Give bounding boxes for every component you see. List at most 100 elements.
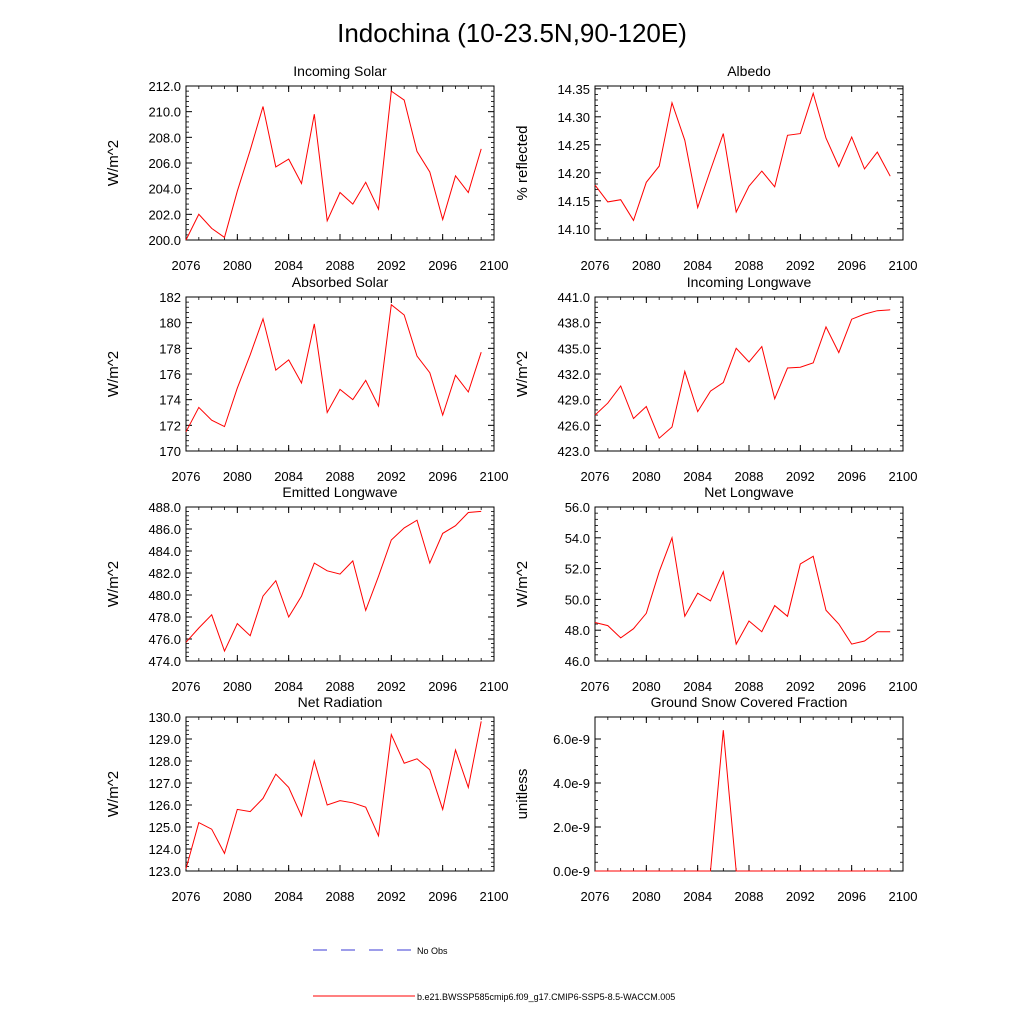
panel-8: 2076 2080 2084 2088 2092 2096 2100 0.0e-9 2.0e-9… bbox=[514, 694, 917, 904]
x-tick-label: 2080 bbox=[223, 889, 252, 904]
y-tick-label: 438.0 bbox=[557, 316, 590, 331]
series-line bbox=[185, 721, 482, 869]
x-tick-label: 2076 bbox=[581, 889, 610, 904]
y-tick-label: 52.0 bbox=[565, 562, 590, 577]
y-tick-label: 478.0 bbox=[148, 610, 181, 625]
y-tick-label: 54.0 bbox=[565, 531, 590, 546]
y-tick-label: 206.0 bbox=[148, 156, 181, 171]
x-tick-label: 2096 bbox=[837, 889, 866, 904]
plot-frame bbox=[185, 85, 495, 241]
plot-frame bbox=[185, 296, 495, 452]
x-tick-label: 2096 bbox=[428, 679, 457, 694]
y-tick-label: 200.0 bbox=[148, 233, 181, 248]
y-tick-label: 432.0 bbox=[557, 367, 590, 382]
x-tick-label: 2080 bbox=[223, 258, 252, 273]
y-tick-label: 126.0 bbox=[148, 798, 181, 813]
x-tick-label: 2076 bbox=[172, 258, 201, 273]
x-tick-label: 2084 bbox=[274, 679, 303, 694]
y-tick-label: 210.0 bbox=[148, 105, 181, 120]
plot-frame bbox=[185, 716, 495, 872]
y-tick-label: 170 bbox=[159, 444, 181, 459]
x-tick-label: 2080 bbox=[632, 889, 661, 904]
series-line bbox=[594, 535, 891, 646]
x-tick-label: 2092 bbox=[377, 679, 406, 694]
x-tick-label: 2096 bbox=[837, 469, 866, 484]
x-tick-label: 2084 bbox=[683, 258, 712, 273]
x-tick-label: 2092 bbox=[786, 469, 815, 484]
series-line bbox=[185, 510, 482, 653]
y-tick-label: 14.30 bbox=[557, 110, 590, 125]
y-axis-label: W/m^2 bbox=[514, 561, 531, 607]
x-tick-label: 2084 bbox=[274, 889, 303, 904]
x-tick-label: 2076 bbox=[581, 679, 610, 694]
y-tick-label: 486.0 bbox=[148, 522, 181, 537]
legend-model-label: b.e21.BWSSP585cmip6.f09_g17.CMIP6-SSP5-8… bbox=[417, 992, 675, 1002]
y-tick-label: 14.20 bbox=[557, 166, 590, 181]
x-tick-label: 2092 bbox=[377, 258, 406, 273]
panel-title: Incoming Solar bbox=[293, 63, 387, 79]
y-tick-label: 2.0e-9 bbox=[553, 820, 590, 835]
plot-frame bbox=[594, 296, 904, 452]
series-line bbox=[185, 303, 482, 433]
panel-title: Albedo bbox=[727, 63, 771, 79]
y-tick-label: 182 bbox=[159, 290, 181, 305]
plot-frame bbox=[594, 506, 904, 662]
y-tick-label: 129.0 bbox=[148, 732, 181, 747]
y-tick-label: 435.0 bbox=[557, 341, 590, 356]
series-line bbox=[594, 309, 891, 440]
x-tick-label: 2092 bbox=[377, 889, 406, 904]
x-tick-label: 2092 bbox=[786, 679, 815, 694]
series-line bbox=[185, 90, 482, 241]
x-tick-label: 2084 bbox=[683, 889, 712, 904]
y-tick-label: 125.0 bbox=[148, 820, 181, 835]
x-tick-label: 2096 bbox=[428, 258, 457, 273]
legend-obs-label: No Obs bbox=[417, 946, 448, 956]
y-tick-label: 482.0 bbox=[148, 566, 181, 581]
plot-frame bbox=[594, 85, 904, 241]
x-tick-label: 2092 bbox=[786, 258, 815, 273]
x-tick-label: 2080 bbox=[632, 469, 661, 484]
panel-4: 2076 2080 2084 2088 2092 2096 2100 423.0 426.0 42… bbox=[514, 274, 917, 484]
y-tick-label: 208.0 bbox=[148, 130, 181, 145]
y-tick-label: 176 bbox=[159, 367, 181, 382]
x-tick-label: 2080 bbox=[223, 469, 252, 484]
y-tick-label: 46.0 bbox=[565, 654, 590, 669]
y-tick-label: 48.0 bbox=[565, 623, 590, 638]
y-tick-label: 127.0 bbox=[148, 776, 181, 791]
x-tick-label: 2096 bbox=[428, 889, 457, 904]
panel-7: 2076 2080 2084 2088 2092 2096 2100 123.0 124.0 12… bbox=[105, 694, 508, 904]
panel-title: Absorbed Solar bbox=[292, 274, 389, 290]
y-tick-label: 123.0 bbox=[148, 864, 181, 879]
x-tick-label: 2084 bbox=[683, 679, 712, 694]
y-axis-label: unitless bbox=[514, 769, 531, 820]
x-tick-label: 2096 bbox=[428, 469, 457, 484]
x-tick-label: 2088 bbox=[326, 679, 355, 694]
x-tick-label: 2088 bbox=[326, 469, 355, 484]
x-tick-label: 2088 bbox=[735, 469, 764, 484]
y-axis-label: W/m^2 bbox=[105, 140, 122, 186]
y-tick-label: 204.0 bbox=[148, 182, 181, 197]
y-tick-label: 202.0 bbox=[148, 207, 181, 222]
legend: No Obs b.e21.BWSSP585cmip6.f09_g17.CMIP6… bbox=[313, 946, 675, 1002]
y-tick-label: 6.0e-9 bbox=[553, 732, 590, 747]
y-tick-label: 124.0 bbox=[148, 842, 181, 857]
x-tick-label: 2076 bbox=[172, 679, 201, 694]
panel-3: 2076 2080 2084 2088 2092 2096 2100 170 172 174 176… bbox=[105, 274, 508, 484]
y-tick-label: 14.15 bbox=[557, 194, 590, 209]
y-tick-label: 178 bbox=[159, 341, 181, 356]
x-tick-label: 2080 bbox=[632, 679, 661, 694]
y-axis-label: W/m^2 bbox=[105, 561, 122, 607]
y-axis-label: W/m^2 bbox=[105, 351, 122, 397]
y-tick-label: 423.0 bbox=[557, 444, 590, 459]
plot-frame bbox=[594, 716, 904, 872]
y-tick-label: 4.0e-9 bbox=[553, 776, 590, 791]
y-tick-label: 474.0 bbox=[148, 654, 181, 669]
series-line bbox=[594, 91, 891, 222]
panels: 2076 2080 2084 2088 2092 2096 2100 200.0 202.0 20… bbox=[105, 63, 917, 904]
x-tick-label: 2084 bbox=[274, 258, 303, 273]
y-tick-label: 14.35 bbox=[557, 82, 590, 97]
panel-1: 2076 2080 2084 2088 2092 2096 2100 200.0 202.0 20… bbox=[105, 63, 508, 273]
y-tick-label: 484.0 bbox=[148, 544, 181, 559]
x-tick-label: 2100 bbox=[480, 258, 509, 273]
